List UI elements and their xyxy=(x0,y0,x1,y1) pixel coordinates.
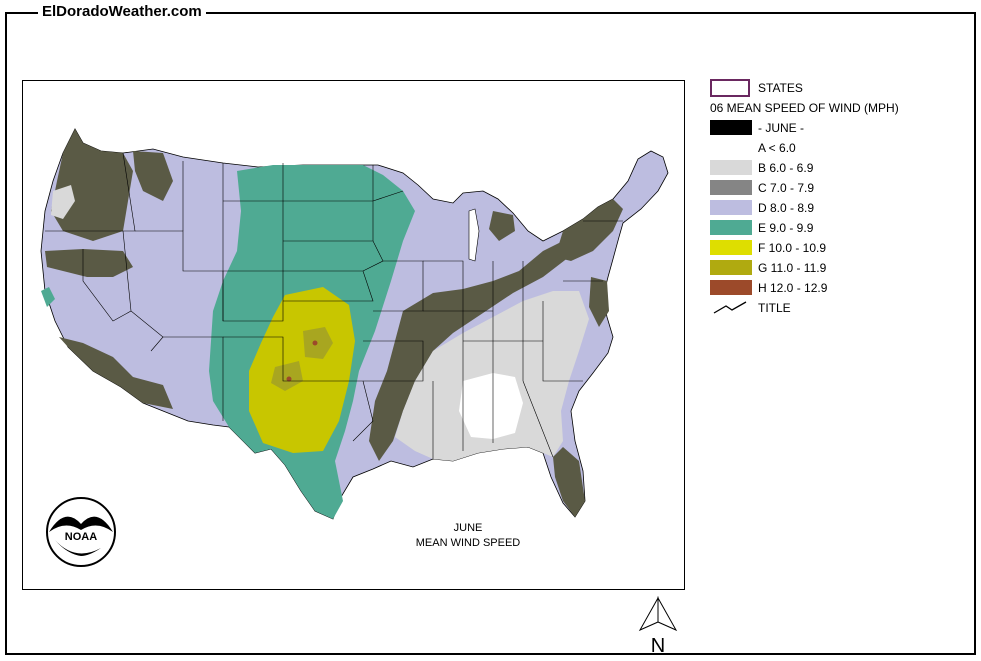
legend-class-row: A < 6.0 xyxy=(708,138,968,158)
legend-class-label: G 11.0 - 11.9 xyxy=(758,261,827,275)
legend-month-label: - JUNE - xyxy=(758,121,804,135)
legend-class-swatch xyxy=(710,220,752,235)
legend-class-row: F 10.0 - 10.9 xyxy=(708,238,968,258)
legend-month-row: - JUNE - xyxy=(708,118,968,138)
legend-classes: A < 6.0 B 6.0 - 6.9 C 7.0 - 7.9 D 8.0 - 8.9… xyxy=(708,138,968,298)
month-swatch xyxy=(710,120,752,135)
title-line-icon xyxy=(713,301,747,314)
legend-class-swatch xyxy=(710,200,752,215)
legend-title-row: 06 MEAN SPEED OF WIND (MPH) xyxy=(708,98,968,118)
legend-class-row: B 6.0 - 6.9 xyxy=(708,158,968,178)
legend-class-swatch xyxy=(710,180,752,195)
legend-class-row: E 9.0 - 9.9 xyxy=(708,218,968,238)
page-frame xyxy=(5,12,976,655)
legend-class-label: F 10.0 - 10.9 xyxy=(758,241,827,255)
wind-speed-map: NOAA JUNE MEAN WIND SPEED xyxy=(22,80,685,590)
legend-class-row: D 8.0 - 8.9 xyxy=(708,198,968,218)
caption-month: JUNE xyxy=(453,522,483,534)
legend-states-label: STATES xyxy=(758,81,803,95)
legend-class-swatch xyxy=(710,160,752,175)
noaa-logo-text: NOAA xyxy=(65,531,97,543)
north-label: N xyxy=(651,635,665,656)
legend-class-label: B 6.0 - 6.9 xyxy=(758,161,814,175)
legend-class-swatch xyxy=(710,240,752,255)
legend-class-label: C 7.0 - 7.9 xyxy=(758,181,815,195)
legend-class-swatch xyxy=(710,260,752,275)
states-swatch xyxy=(710,79,750,97)
legend-title-line-row: TITLE xyxy=(708,298,968,318)
legend: STATES 06 MEAN SPEED OF WIND (MPH) - JUN… xyxy=(708,78,968,318)
site-title: ElDoradoWeather.com xyxy=(38,3,206,20)
state-boundaries xyxy=(45,152,623,459)
legend-class-row: H 12.0 - 12.9 xyxy=(708,278,968,298)
legend-class-label: E 9.0 - 9.9 xyxy=(758,221,814,235)
caption-subject: MEAN WIND SPEED xyxy=(415,537,521,549)
legend-class-row: G 11.0 - 11.9 xyxy=(708,258,968,278)
legend-class-label: A < 6.0 xyxy=(758,141,796,155)
legend-class-label: H 12.0 - 12.9 xyxy=(758,281,828,295)
legend-class-label: D 8.0 - 8.9 xyxy=(758,201,815,215)
legend-class-swatch xyxy=(710,140,752,155)
legend-title-line-label: TITLE xyxy=(758,301,791,315)
map-caption: JUNE MEAN WIND SPEED xyxy=(383,521,553,551)
noaa-logo: NOAA xyxy=(45,496,117,568)
legend-class-swatch xyxy=(710,280,752,295)
legend-states-row: STATES xyxy=(708,78,968,98)
legend-title: 06 MEAN SPEED OF WIND (MPH) xyxy=(710,101,899,115)
legend-class-row: C 7.0 - 7.9 xyxy=(708,178,968,198)
us-map-svg xyxy=(40,128,669,520)
north-arrow: N xyxy=(636,596,688,657)
